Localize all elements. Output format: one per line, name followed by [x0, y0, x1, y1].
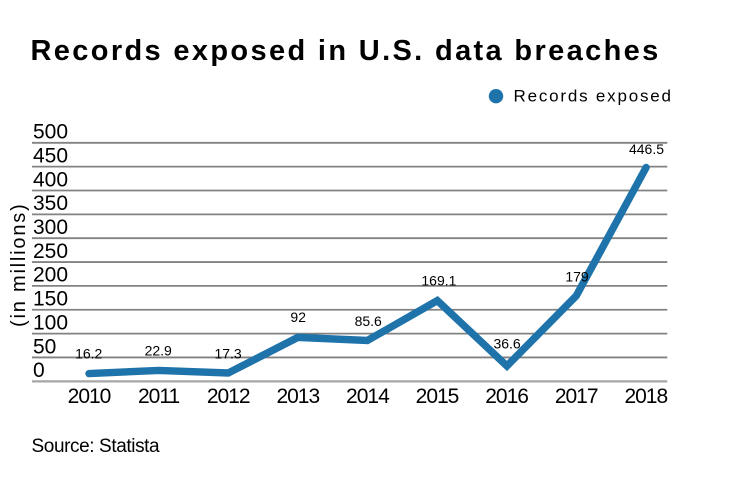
- svg-text:300: 300: [33, 216, 68, 239]
- svg-text:200: 200: [33, 264, 68, 287]
- svg-text:85.6: 85.6: [355, 313, 382, 329]
- svg-text:2010: 2010: [68, 385, 111, 408]
- svg-text:Records exposed: Records exposed: [514, 87, 673, 106]
- svg-text:150: 150: [33, 288, 68, 311]
- svg-text:2015: 2015: [416, 385, 459, 408]
- svg-text:92: 92: [290, 309, 306, 325]
- svg-text:2011: 2011: [138, 385, 179, 408]
- svg-text:22.9: 22.9: [145, 343, 172, 359]
- svg-text:400: 400: [33, 168, 68, 191]
- svg-text:2014: 2014: [346, 385, 390, 408]
- svg-text:2016: 2016: [485, 385, 528, 408]
- svg-text:Source: Statista: Source: Statista: [32, 436, 161, 457]
- svg-text:350: 350: [33, 192, 68, 215]
- svg-text:36.6: 36.6: [493, 335, 520, 351]
- svg-text:(in millions): (in millions): [8, 202, 30, 327]
- svg-text:179: 179: [565, 269, 589, 285]
- svg-text:100: 100: [33, 311, 68, 334]
- svg-text:250: 250: [33, 240, 68, 263]
- svg-text:16.2: 16.2: [75, 346, 102, 362]
- svg-text:0: 0: [33, 359, 45, 382]
- svg-text:2013: 2013: [276, 385, 319, 408]
- svg-text:169.1: 169.1: [421, 272, 456, 288]
- svg-text:500: 500: [33, 121, 68, 144]
- svg-text:2017: 2017: [555, 385, 598, 408]
- svg-text:50: 50: [33, 335, 56, 358]
- svg-text:17.3: 17.3: [214, 345, 241, 361]
- svg-text:Records exposed in U.S. data b: Records exposed in U.S. data breaches: [31, 35, 661, 67]
- svg-text:450: 450: [33, 144, 68, 167]
- svg-text:2018: 2018: [624, 385, 667, 408]
- svg-text:2012: 2012: [207, 385, 250, 408]
- svg-text:446.5: 446.5: [629, 141, 664, 157]
